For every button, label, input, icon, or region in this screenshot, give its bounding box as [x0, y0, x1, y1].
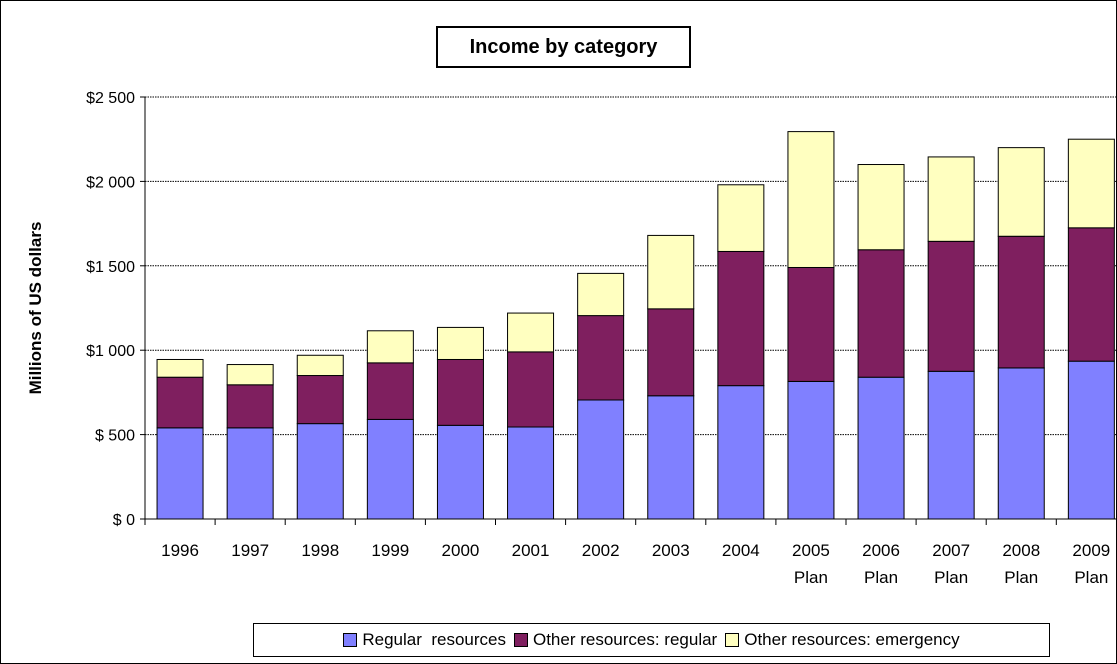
x-tick-label-sub: Plan [1074, 568, 1108, 587]
bar-other-regular [296, 375, 344, 425]
bar-other-emergency [507, 312, 555, 353]
bar-other-regular [436, 358, 484, 426]
y-tick-label: $ 500 [95, 428, 135, 445]
x-tick-label: 2008 [1002, 541, 1040, 560]
x-tick-label: 2009 [1072, 541, 1110, 560]
bar-other-emergency [226, 364, 274, 386]
bar-other-regular [507, 351, 555, 428]
legend-label-other-emergency: Other resources: emergency [744, 630, 960, 649]
x-tick-label: 1997 [231, 541, 269, 560]
bar-regular-resources [717, 385, 765, 520]
bar-other-regular [647, 308, 695, 397]
bar-other-regular [1067, 227, 1115, 362]
bar-other-emergency [857, 164, 905, 251]
bar-other-emergency [927, 156, 975, 242]
bar-other-regular [997, 235, 1045, 369]
bar-other-regular [927, 240, 975, 372]
bar-regular-resources [507, 426, 555, 520]
chart-legend: Regular resources Other resources: regul… [253, 623, 1050, 657]
legend-swatch-other-emergency [725, 633, 740, 647]
x-tick-label: 1998 [301, 541, 339, 560]
legend-label-regular-resources: Regular resources [362, 630, 506, 649]
y-tick-label: $ 0 [113, 512, 135, 529]
bar-regular-resources [296, 423, 344, 520]
bar-other-regular [857, 249, 905, 378]
bar-regular-resources [436, 424, 484, 520]
bar-regular-resources [1067, 360, 1115, 520]
x-tick-label: 2005 [792, 541, 830, 560]
y-tick-label: $1 000 [86, 343, 135, 360]
bar-other-regular [787, 266, 835, 382]
bar-regular-resources [927, 370, 975, 520]
chart-title: Income by category [436, 26, 691, 68]
bar-other-regular [366, 362, 414, 420]
x-tick-label-sub: Plan [864, 568, 898, 587]
legend-item-other-emergency: Other resources: emergency [725, 630, 960, 650]
bar-other-emergency [787, 131, 835, 268]
bar-other-regular [226, 384, 274, 429]
bar-regular-resources [577, 399, 625, 520]
bar-other-emergency [647, 234, 695, 310]
x-tick-label: 2003 [652, 541, 690, 560]
x-tick-label: 2001 [512, 541, 550, 560]
legend-item-other-regular: Other resources: regular [513, 630, 718, 650]
x-tick-label: 2002 [582, 541, 620, 560]
bar-regular-resources [156, 427, 204, 520]
x-tick-label: 2004 [722, 541, 760, 560]
bar-other-emergency [717, 184, 765, 252]
y-tick-label: $1 500 [86, 259, 135, 276]
bar-other-emergency [997, 147, 1045, 237]
x-tick-label-sub: Plan [1004, 568, 1038, 587]
bar-other-emergency [436, 326, 484, 360]
bar-other-regular [717, 250, 765, 387]
x-tick-label: 2007 [932, 541, 970, 560]
bar-regular-resources [366, 418, 414, 520]
legend-item-regular-resources: Regular resources [343, 630, 506, 650]
y-tick-label: $2 500 [86, 90, 135, 107]
bar-regular-resources [647, 395, 695, 520]
bar-other-emergency [577, 272, 625, 317]
x-tick-label: 2000 [442, 541, 480, 560]
bar-other-emergency [296, 354, 344, 377]
x-tick-label-sub: Plan [934, 568, 968, 587]
bar-other-emergency [1067, 138, 1115, 229]
legend-label-other-regular: Other resources: regular [532, 630, 718, 649]
x-tick-label: 1999 [371, 541, 409, 560]
legend-swatch-regular-resources [343, 633, 358, 647]
bar-regular-resources [226, 427, 274, 520]
x-tick-label: 1996 [161, 541, 199, 560]
x-tick-label-sub: Plan [794, 568, 828, 587]
x-tick-label: 2006 [862, 541, 900, 560]
bar-other-regular [577, 315, 625, 401]
bar-regular-resources [997, 367, 1045, 520]
legend-swatch-other-regular [513, 633, 528, 647]
bar-other-regular [156, 376, 204, 429]
y-tick-label: $2 000 [86, 174, 135, 191]
y-axis-title: Millions of US dollars [26, 222, 45, 395]
bar-regular-resources [857, 376, 905, 520]
bar-other-emergency [366, 330, 414, 364]
bar-other-emergency [156, 358, 204, 378]
bar-regular-resources [787, 380, 835, 520]
